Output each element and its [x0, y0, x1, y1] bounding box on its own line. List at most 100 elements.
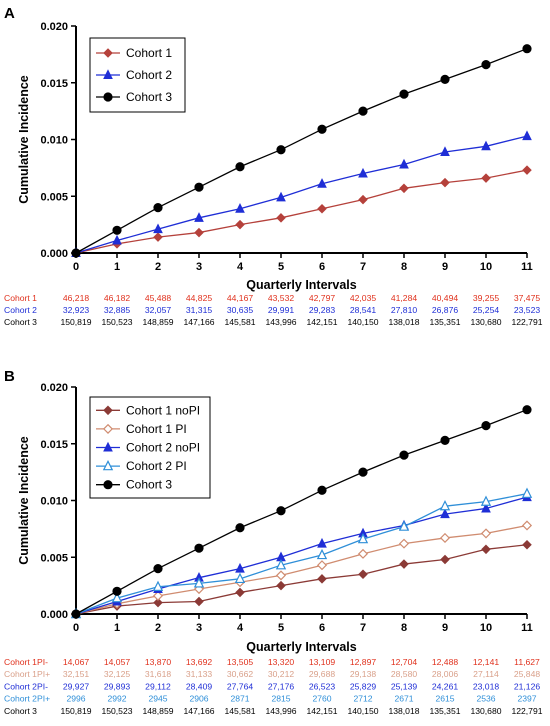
data-point — [276, 213, 286, 223]
y-tick-label: 0.010 — [40, 496, 68, 508]
table-cell: 12,897 — [350, 657, 377, 667]
data-point — [235, 523, 245, 533]
table-cell: 28,006 — [432, 669, 459, 679]
table-row-label: Cohort 1PI+ — [4, 669, 50, 679]
table-row-label: Cohort 2 — [4, 305, 37, 315]
table-cell: 31,315 — [186, 305, 213, 315]
table-cell: 42,797 — [309, 293, 336, 303]
table-cell: 148,859 — [142, 706, 173, 716]
table-cell: 27,810 — [391, 305, 418, 315]
x-tick-label: 1 — [114, 261, 120, 273]
data-point — [235, 162, 245, 172]
legend-label: Cohort 3 — [126, 90, 172, 104]
x-tick-label: 2 — [155, 261, 161, 273]
table-cell: 150,523 — [101, 706, 132, 716]
table-cell: 26,876 — [432, 305, 459, 315]
table-cell: 23,018 — [473, 681, 500, 691]
x-tick-label: 2 — [155, 622, 161, 634]
data-point — [522, 165, 532, 175]
table-cell: 21,126 — [514, 681, 541, 691]
data-point — [398, 538, 410, 549]
table-cell: 2615 — [435, 694, 454, 704]
data-point — [481, 420, 491, 431]
data-point — [276, 580, 286, 591]
data-point — [481, 59, 491, 70]
table-cell: 150,819 — [60, 706, 91, 716]
panel-label: B — [4, 368, 15, 385]
legend-label: Cohort 1 PI — [126, 422, 187, 436]
data-point — [317, 574, 327, 584]
data-point — [194, 212, 204, 222]
legend-label: Cohort 3 — [126, 478, 172, 492]
data-point — [480, 528, 492, 539]
data-point — [439, 532, 451, 544]
legend-marker — [103, 48, 113, 58]
table-cell: 32,885 — [104, 305, 131, 315]
table-cell: 30,212 — [268, 669, 295, 679]
y-tick-label: 0.000 — [40, 248, 68, 260]
x-tick-label: 3 — [196, 261, 202, 273]
table-cell: 27,176 — [268, 681, 295, 691]
legend-marker — [103, 441, 113, 452]
y-tick-label: 0.005 — [40, 552, 68, 564]
table-cell: 41,284 — [391, 293, 418, 303]
table-cell: 14,057 — [104, 657, 131, 667]
data-point — [317, 485, 327, 495]
table-cell: 2945 — [148, 694, 167, 704]
table-row-label: Cohort 1 — [4, 293, 37, 303]
series-cohort-3 — [71, 44, 532, 258]
data-point — [316, 548, 328, 560]
table-row-label: Cohort 2PI+ — [4, 694, 50, 704]
table-cell: 145,581 — [224, 317, 255, 327]
data-point — [440, 508, 450, 519]
table-cell: 2760 — [312, 694, 331, 704]
legend-label: Cohort 1 noPI — [126, 403, 200, 417]
legend: Cohort 1 noPI Cohort 1 PI Cohort 2 noPI Coh… — [89, 396, 211, 499]
data-point — [358, 467, 368, 477]
data-point — [317, 178, 327, 188]
chart-panel-B: B 0.000 0.005 0.010 0.015 0.020 0 1 2 3 4 5 6 7 8 9 10 11… — [4, 368, 543, 716]
table-cell: 44,825 — [186, 293, 213, 303]
series-cohort-2 — [71, 130, 532, 258]
table-cell: 2397 — [517, 694, 536, 704]
table-cell: 44,167 — [227, 293, 254, 303]
series-cohort-1 — [71, 165, 532, 258]
y-tick-label: 0.015 — [40, 78, 68, 90]
table-cell: 31,618 — [145, 669, 172, 679]
data-point — [153, 223, 163, 234]
data-point — [194, 596, 204, 607]
table-cell: 138,018 — [388, 706, 419, 716]
x-tick-label: 3 — [196, 622, 202, 634]
legend-marker — [103, 92, 113, 102]
table-cell: 145,581 — [224, 706, 255, 716]
table-row-label: Cohort 1PI- — [4, 657, 48, 667]
data-point — [152, 590, 164, 601]
y-axis-label: Cumulative Incidence — [17, 436, 31, 565]
table-cell: 135,351 — [429, 706, 460, 716]
table-cell: 142,151 — [306, 317, 337, 327]
table-cell: 13,505 — [227, 657, 254, 667]
table-cell: 27,114 — [473, 669, 499, 679]
table-cell: 25,848 — [514, 669, 541, 679]
data-point — [398, 520, 410, 531]
table-cell: 42,035 — [350, 293, 377, 303]
data-point — [440, 74, 450, 84]
data-point — [275, 559, 287, 570]
data-point — [317, 124, 327, 134]
data-point — [522, 130, 532, 141]
series-line — [75, 544, 528, 615]
x-tick-label: 5 — [278, 261, 284, 273]
x-tick-label: 4 — [237, 261, 244, 273]
chart-panel-A: A 0.000 0.005 0.010 0.015 0.020 0 1 2 3 4 5 6 7 8 9 10 11… — [4, 5, 543, 327]
y-tick-label: 0.000 — [40, 609, 68, 621]
table-cell: 28,580 — [391, 669, 418, 679]
legend-marker — [102, 423, 114, 434]
y-tick-label: 0.015 — [40, 439, 68, 451]
data-point — [276, 506, 286, 516]
table-cell: 43,532 — [268, 293, 295, 303]
table-cell: 13,692 — [186, 657, 213, 667]
table-cell: 37,475 — [514, 293, 541, 303]
y-axis-label: Cumulative Incidence — [17, 75, 31, 204]
data-point — [399, 183, 409, 194]
